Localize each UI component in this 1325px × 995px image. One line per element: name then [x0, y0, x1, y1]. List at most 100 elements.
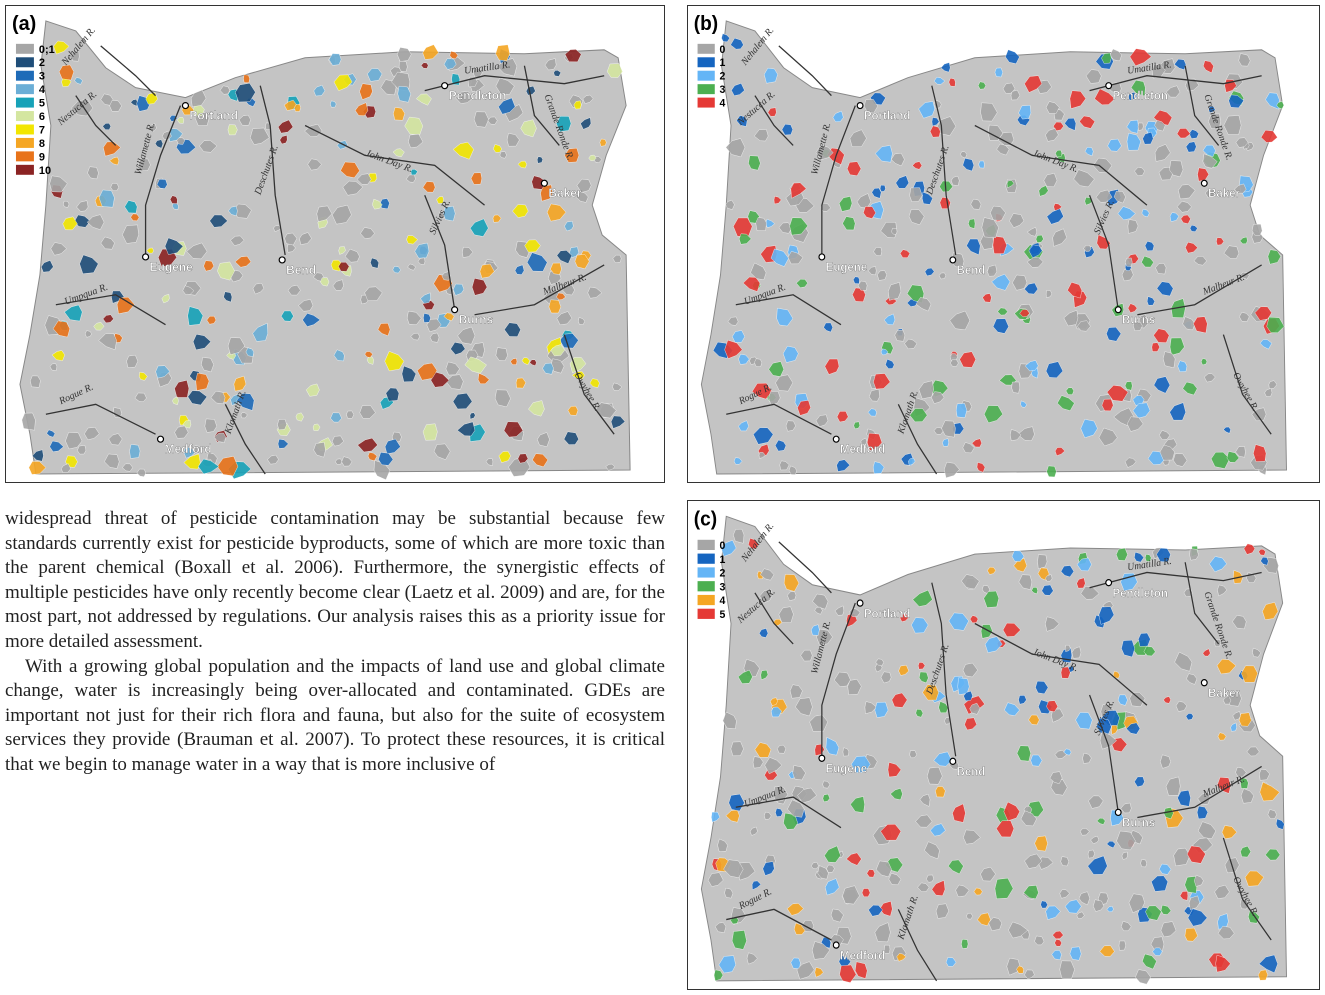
- city-marker: [182, 103, 188, 109]
- legend-label: 8: [39, 138, 45, 150]
- city-marker: [950, 758, 956, 764]
- watershed-patch: [1047, 466, 1057, 477]
- legend-label: 4: [39, 84, 46, 96]
- panel-label: (c): [694, 508, 717, 531]
- city-label: Bend: [957, 764, 986, 778]
- legend-swatch: [698, 44, 715, 54]
- watershed-patch: [1141, 860, 1147, 867]
- legend-label: 3: [720, 581, 726, 593]
- legend-label: 10: [39, 165, 51, 177]
- city-label: Medford: [840, 948, 885, 962]
- city-label: Bend: [957, 264, 986, 277]
- legend-label: 7: [39, 124, 45, 136]
- watershed-patch: [961, 939, 968, 948]
- legend-swatch: [698, 57, 715, 67]
- city-marker: [833, 942, 839, 948]
- city-marker: [819, 254, 825, 260]
- watershed-patch: [294, 104, 300, 111]
- legend-label: 0: [720, 44, 726, 56]
- city-label: Pendleton: [1112, 89, 1167, 102]
- legend-swatch: [16, 111, 34, 121]
- map: Nehalem R.Umatilla R.Nestucca R.Willamet…: [6, 6, 664, 482]
- city-marker: [1115, 307, 1121, 313]
- body-text: widespread threat of pesticide contamina…: [5, 507, 665, 995]
- legend-label: 3: [39, 71, 45, 83]
- city-marker: [819, 755, 825, 761]
- watershed-patch: [726, 138, 745, 156]
- city-marker: [1106, 580, 1112, 586]
- city-label: Pendleton: [1112, 586, 1167, 600]
- city-label: Baker: [548, 186, 582, 200]
- legend-swatch: [698, 98, 715, 108]
- city-marker: [857, 103, 863, 109]
- city-marker: [1106, 83, 1112, 89]
- legend-swatch: [698, 595, 715, 605]
- watershed-patch: [549, 300, 561, 313]
- city-label: Baker: [1208, 187, 1240, 200]
- city-label: Portland: [864, 606, 911, 620]
- legend-swatch: [16, 84, 34, 94]
- city-label: Burns: [1122, 815, 1156, 829]
- city-label: Portland: [864, 109, 910, 122]
- legend-swatch: [16, 151, 34, 161]
- legend-swatch: [698, 554, 715, 564]
- watershed-patch: [1125, 258, 1132, 267]
- legend-label: 4: [720, 595, 726, 607]
- city-label: Bend: [286, 263, 316, 277]
- map: Nehalem R.Umatilla R.Nestucca R.Willamet…: [688, 6, 1319, 482]
- legend-swatch: [698, 581, 715, 591]
- legend-label: 2: [720, 567, 726, 579]
- legend-label: 4: [720, 97, 726, 109]
- city-label: Portland: [189, 109, 237, 123]
- legend-label: 0: [720, 540, 726, 552]
- city-marker: [950, 257, 956, 263]
- city-label: Eugene: [826, 761, 868, 775]
- watershed-patch: [995, 68, 1003, 77]
- watershed-patch: [1138, 123, 1143, 131]
- legend-swatch: [698, 84, 715, 94]
- panel-label: (b): [694, 13, 718, 35]
- legend-swatch: [16, 98, 34, 108]
- legend-label: 2: [720, 71, 726, 83]
- watershed-patch: [22, 413, 36, 430]
- legend-swatch: [16, 165, 34, 175]
- city-marker: [442, 83, 448, 89]
- legend-swatch: [698, 567, 715, 577]
- city-marker: [143, 254, 149, 260]
- page: Nehalem R.Umatilla R.Nestucca R.Willamet…: [0, 0, 1325, 995]
- watershed-patch: [880, 185, 885, 191]
- watershed-patch: [862, 889, 870, 897]
- legend-label: 3: [720, 84, 726, 96]
- legend-label: 5: [720, 609, 726, 621]
- legend-label: 5: [39, 98, 45, 110]
- paragraph: With a growing global population and the…: [5, 655, 665, 778]
- legend-label: 9: [39, 151, 45, 163]
- legend-swatch: [698, 71, 715, 81]
- legend-swatch: [16, 71, 34, 81]
- watershed-patch: [1119, 941, 1126, 950]
- legend-label: 0;1: [39, 44, 55, 56]
- city-label: Baker: [1208, 686, 1240, 700]
- city-marker: [857, 600, 863, 606]
- city-label: Burns: [1122, 313, 1156, 326]
- watershed-patch: [399, 61, 407, 72]
- legend-label: 6: [39, 111, 45, 123]
- panel-label: (a): [12, 13, 36, 35]
- legend-label: 1: [720, 553, 726, 565]
- legend-swatch: [16, 44, 34, 54]
- legend-swatch: [16, 57, 34, 67]
- watershed-patch: [243, 75, 249, 83]
- city-label: Eugene: [826, 261, 868, 274]
- city-marker: [1115, 809, 1121, 815]
- city-label: Medford: [840, 443, 885, 456]
- city-label: Eugene: [150, 260, 194, 274]
- legend-label: 1: [720, 57, 726, 69]
- watershed-patch: [1012, 382, 1020, 393]
- map-panel: Nehalem R.Umatilla R.Nestucca R.Willamet…: [687, 5, 1320, 483]
- watershed-patch: [956, 403, 967, 417]
- paragraph: widespread threat of pesticide contamina…: [5, 507, 665, 655]
- city-label: Burns: [459, 313, 494, 327]
- city-marker: [1201, 680, 1207, 686]
- city-marker: [1201, 180, 1207, 186]
- city-marker: [541, 180, 547, 186]
